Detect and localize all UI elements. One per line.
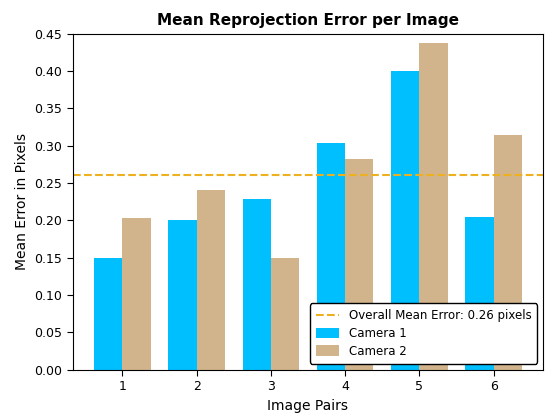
X-axis label: Image Pairs: Image Pairs — [268, 399, 348, 412]
Y-axis label: Mean Error in Pixels: Mean Error in Pixels — [15, 133, 29, 270]
Bar — [123, 218, 151, 370]
Bar — [419, 42, 447, 370]
Bar — [94, 257, 123, 370]
Title: Mean Reprojection Error per Image: Mean Reprojection Error per Image — [157, 13, 459, 28]
Bar — [493, 135, 522, 370]
Overall Mean Error: 0.26 pixels: (1, 0.26): 0.26 pixels: (1, 0.26) — [193, 173, 200, 178]
Bar — [169, 220, 197, 370]
Bar — [391, 71, 419, 370]
Bar — [317, 143, 345, 370]
Bar — [271, 257, 299, 370]
Bar — [345, 159, 374, 370]
Bar — [197, 190, 225, 370]
Legend: Overall Mean Error: 0.26 pixels, Camera 1, Camera 2: Overall Mean Error: 0.26 pixels, Camera … — [310, 303, 537, 364]
Bar — [465, 217, 493, 370]
Overall Mean Error: 0.26 pixels: (0, 0.26): 0.26 pixels: (0, 0.26) — [119, 173, 126, 178]
Bar — [242, 200, 271, 370]
